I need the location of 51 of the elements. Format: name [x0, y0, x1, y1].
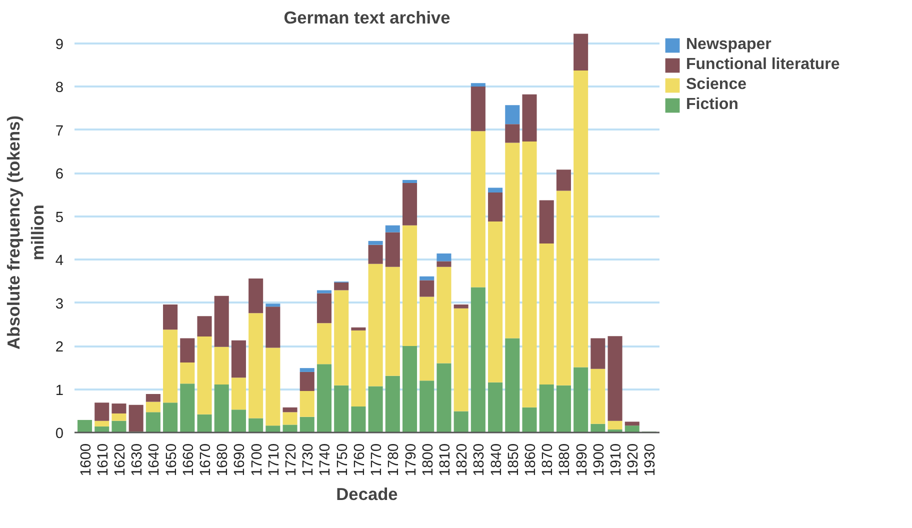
y-tick-label: 2: [55, 340, 64, 356]
x-tick-label: 1780: [386, 443, 402, 476]
y-tick-label: 6: [55, 166, 64, 183]
x-axis-title: Decade: [336, 484, 398, 504]
y-tick-label: 9: [55, 36, 64, 53]
chart-title: German text archive: [284, 8, 451, 28]
x-tick-label: 1810: [437, 443, 454, 476]
x-tick-label: 1890: [574, 443, 590, 476]
x-tick-label: 1720: [284, 443, 300, 476]
x-tick-label: 1830: [472, 443, 488, 476]
x-tick-label: 1710: [266, 443, 282, 476]
legend-label: Functional literature: [686, 56, 840, 74]
x-tick-label: 1760: [352, 443, 368, 476]
x-tick-label: 1790: [403, 443, 420, 476]
x-tick-label: 1620: [112, 443, 128, 476]
y-tick-label: 5: [55, 210, 64, 226]
x-tick-label: 1640: [146, 443, 163, 476]
x-tick-label: 1770: [369, 443, 386, 476]
x-tick-label: 1690: [232, 443, 248, 476]
x-tick-label: 1700: [249, 443, 266, 476]
y-axis-title: Absolute frequency (tokens) million: [3, 116, 48, 350]
x-tick-label: 1910: [608, 443, 625, 476]
x-tick-label: 1730: [300, 443, 317, 476]
y-tick-label: 8: [55, 80, 64, 96]
x-tick-label: 1850: [506, 443, 522, 476]
y-tick-label: 1: [55, 382, 64, 399]
x-tick-label: 1680: [215, 443, 232, 476]
x-tick-label: 1660: [180, 443, 197, 476]
y-tick-label: 0: [55, 426, 64, 442]
x-tick-label: 1740: [318, 443, 334, 476]
x-tick-label: 1840: [488, 443, 505, 476]
legend-label: Science: [686, 76, 746, 94]
x-tick-label: 1920: [626, 443, 642, 476]
x-tick-label: 1670: [198, 443, 214, 476]
x-tick-label: 1870: [540, 443, 556, 476]
y-tick-label: 7: [55, 123, 64, 140]
legend-label: Newspaper: [686, 36, 772, 54]
x-tick-label: 1600: [78, 443, 94, 476]
y-tick-label: 4: [55, 253, 64, 270]
x-tick-label: 1610: [95, 443, 112, 476]
legend-label: Fiction: [686, 96, 738, 114]
x-tick-label: 1630: [130, 443, 146, 476]
x-tick-label: 1930: [642, 443, 659, 476]
x-tick-label: 1900: [591, 443, 608, 476]
x-tick-label: 1650: [164, 443, 180, 476]
x-tick-label: 1860: [523, 443, 539, 476]
x-tick-label: 1750: [334, 443, 351, 476]
x-tick-label: 1800: [420, 443, 436, 476]
x-tick-label: 1880: [557, 443, 574, 476]
y-tick-label: 3: [55, 296, 64, 312]
x-tick-label: 1820: [454, 443, 471, 476]
